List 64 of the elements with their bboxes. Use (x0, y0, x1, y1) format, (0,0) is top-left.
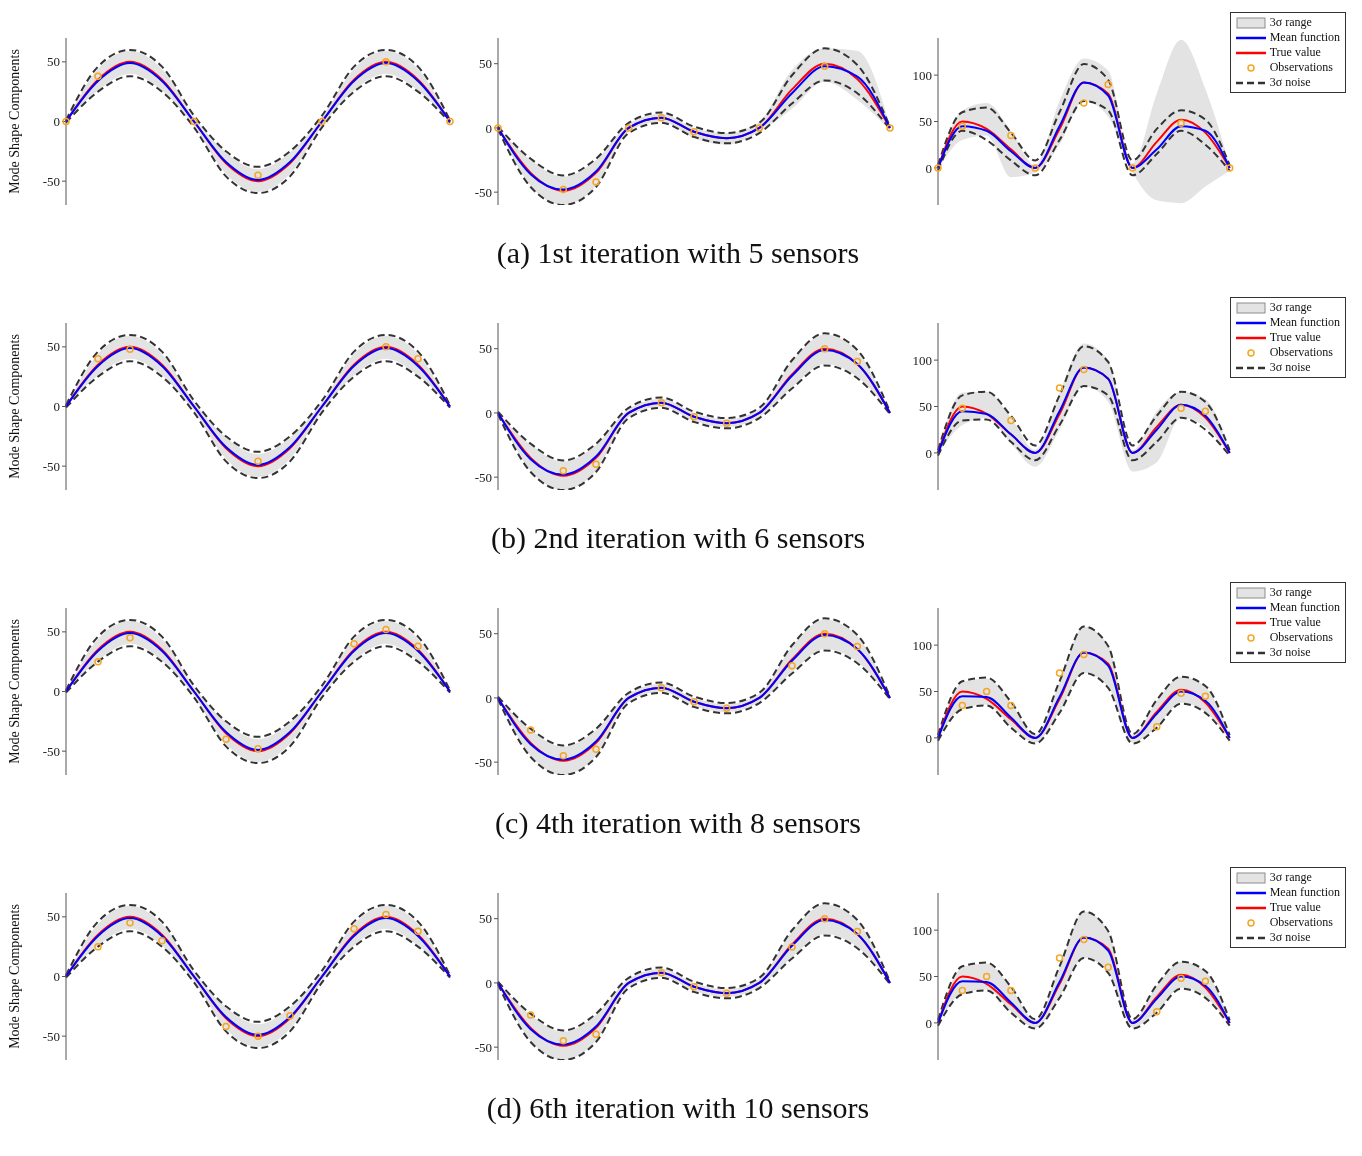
y-tick-label: 0 (53, 969, 60, 985)
y-tick-label: 0 (925, 730, 932, 746)
legend-label: Mean function (1269, 30, 1340, 45)
text: (d) 6th iteration with 10 sensors (486, 1091, 870, 1125)
text: 3σ range (1269, 300, 1312, 315)
y-tick-label: 100 (912, 67, 932, 83)
y-tick-label: 0 (485, 690, 492, 706)
y-tick-label: 50 (479, 56, 492, 72)
legend-label: 3σ noise (1269, 360, 1311, 375)
y-axis-title: Mode Shape Components (6, 334, 22, 479)
y-tick-label: 50 (919, 969, 932, 985)
legend-label: Observations (1269, 345, 1334, 360)
y-tick-label: 50 (479, 911, 492, 927)
y-tick-label: -50 (474, 754, 492, 770)
y-tick-label: 50 (47, 909, 60, 925)
text: 3σ range (1269, 870, 1312, 885)
legend-label: True value (1269, 615, 1321, 630)
y-tick-label: 50 (47, 339, 60, 355)
y-tick-label: -50 (42, 743, 60, 759)
y-tick-label: 0 (53, 114, 60, 130)
y-axis-title: Mode Shape Components (6, 904, 22, 1049)
y-tick-label: 0 (925, 1015, 932, 1031)
y-tick-label: 50 (919, 114, 932, 130)
y-tick-label: 0 (485, 120, 492, 136)
legend-label: True value (1269, 45, 1321, 60)
legend-label: Mean function (1269, 315, 1340, 330)
y-tick-label: 0 (53, 399, 60, 415)
text: (c) 4th iteration with 8 sensors (495, 806, 861, 840)
y-tick-label: -50 (474, 184, 492, 200)
legend-label: True value (1269, 900, 1321, 915)
text: (b) 2nd iteration with 6 sensors (490, 521, 866, 555)
legend-label: Observations (1269, 630, 1334, 645)
y-tick-label: 100 (912, 637, 932, 653)
y-tick-label: 50 (919, 399, 932, 415)
y-tick-label: 0 (53, 684, 60, 700)
y-tick-label: 50 (47, 624, 60, 640)
y-tick-label: -50 (42, 173, 60, 189)
y-tick-label: 0 (925, 160, 932, 176)
y-tick-label: 0 (485, 405, 492, 421)
legend-label: Mean function (1269, 885, 1340, 900)
y-axis-title: Mode Shape Components (6, 619, 22, 764)
y-tick-label: 50 (479, 626, 492, 642)
y-axis-title: Mode Shape Components (6, 49, 22, 194)
text: (a) 1st iteration with 5 sensors (496, 236, 860, 270)
legend-label: Mean function (1269, 600, 1340, 615)
y-tick-label: 100 (912, 922, 932, 938)
y-tick-label: 50 (919, 684, 932, 700)
y-tick-label: 0 (485, 975, 492, 991)
text: 3σ range (1269, 585, 1312, 600)
legend-label: Observations (1269, 915, 1334, 930)
legend-label: True value (1269, 330, 1321, 345)
y-tick-label: -50 (474, 469, 492, 485)
legend-label: 3σ noise (1269, 645, 1311, 660)
y-tick-label: 50 (479, 341, 492, 357)
legend-label: 3σ noise (1269, 75, 1311, 90)
y-tick-label: 100 (912, 352, 932, 368)
y-tick-label: 50 (47, 54, 60, 70)
y-tick-label: -50 (474, 1039, 492, 1055)
y-tick-label: -50 (42, 1028, 60, 1044)
legend-label: 3σ noise (1269, 930, 1311, 945)
text: 3σ range (1269, 15, 1312, 30)
y-tick-label: 0 (925, 445, 932, 461)
y-tick-label: -50 (42, 458, 60, 474)
legend-label: Observations (1269, 60, 1334, 75)
